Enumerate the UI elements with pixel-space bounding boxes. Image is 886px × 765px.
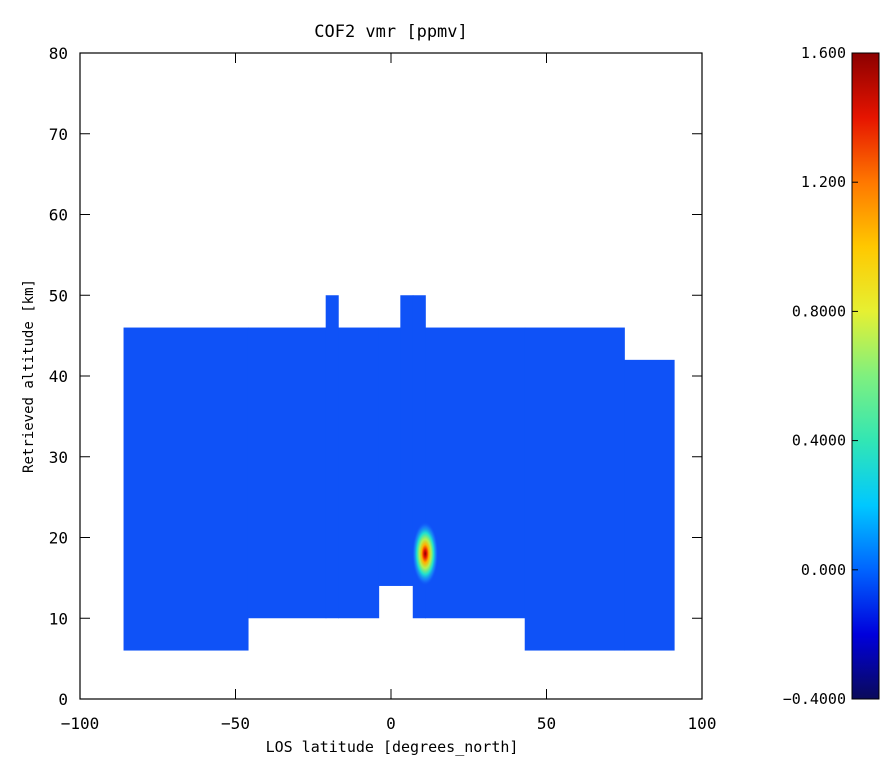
x-tick-label: 100 <box>688 714 717 733</box>
colorbar-tick-label: 0.8000 <box>792 302 846 320</box>
colorbar-tick-label: 0.000 <box>801 561 846 579</box>
x-axis: −100 −50 0 50 100 <box>61 53 717 733</box>
hotspot-peak <box>412 521 439 586</box>
colorbar-tick-label: −0.4000 <box>783 690 846 708</box>
colorbar-ticks: −0.4000 0.000 0.4000 0.8000 1.200 1.600 <box>783 44 858 708</box>
chart-title: COF2 vmr [ppmv] <box>314 22 468 42</box>
coverage-cell <box>624 359 675 651</box>
y-tick-label: 0 <box>58 690 68 709</box>
colorbar-tick-label: 1.200 <box>801 173 846 191</box>
x-tick-label: 0 <box>386 714 396 733</box>
hotspot <box>412 521 439 586</box>
y-tick-label: 70 <box>49 125 68 144</box>
coverage-cell <box>400 295 414 586</box>
coverage-cell <box>123 327 249 651</box>
x-tick-label: 50 <box>537 714 556 733</box>
x-tick-label: −50 <box>221 714 250 733</box>
x-tick-label: −100 <box>61 714 100 733</box>
coverage-cell <box>325 295 339 619</box>
coverage-cell <box>378 327 401 586</box>
y-tick-label: 30 <box>49 448 68 467</box>
coverage-region <box>123 295 675 651</box>
y-tick-label: 40 <box>49 367 68 386</box>
x-axis-label: LOS latitude [degrees_north] <box>266 738 519 756</box>
coverage-cell <box>247 327 327 619</box>
y-tick-label: 50 <box>49 286 68 305</box>
coverage-cell <box>425 327 526 619</box>
y-tick-label: 60 <box>49 206 68 225</box>
colorbar-tick-label: 0.4000 <box>792 432 846 450</box>
coverage-cell <box>338 327 380 619</box>
coverage-cell <box>524 327 625 651</box>
y-tick-label: 10 <box>49 609 68 628</box>
colorbar-tick-label: 1.600 <box>801 44 846 62</box>
y-tick-label: 80 <box>49 44 68 63</box>
y-tick-label: 20 <box>49 529 68 548</box>
y-axis: 0 10 20 30 40 50 60 70 80 <box>49 44 702 709</box>
y-axis-label: Retrieved altitude [km] <box>21 279 37 473</box>
colorbar <box>851 52 880 700</box>
